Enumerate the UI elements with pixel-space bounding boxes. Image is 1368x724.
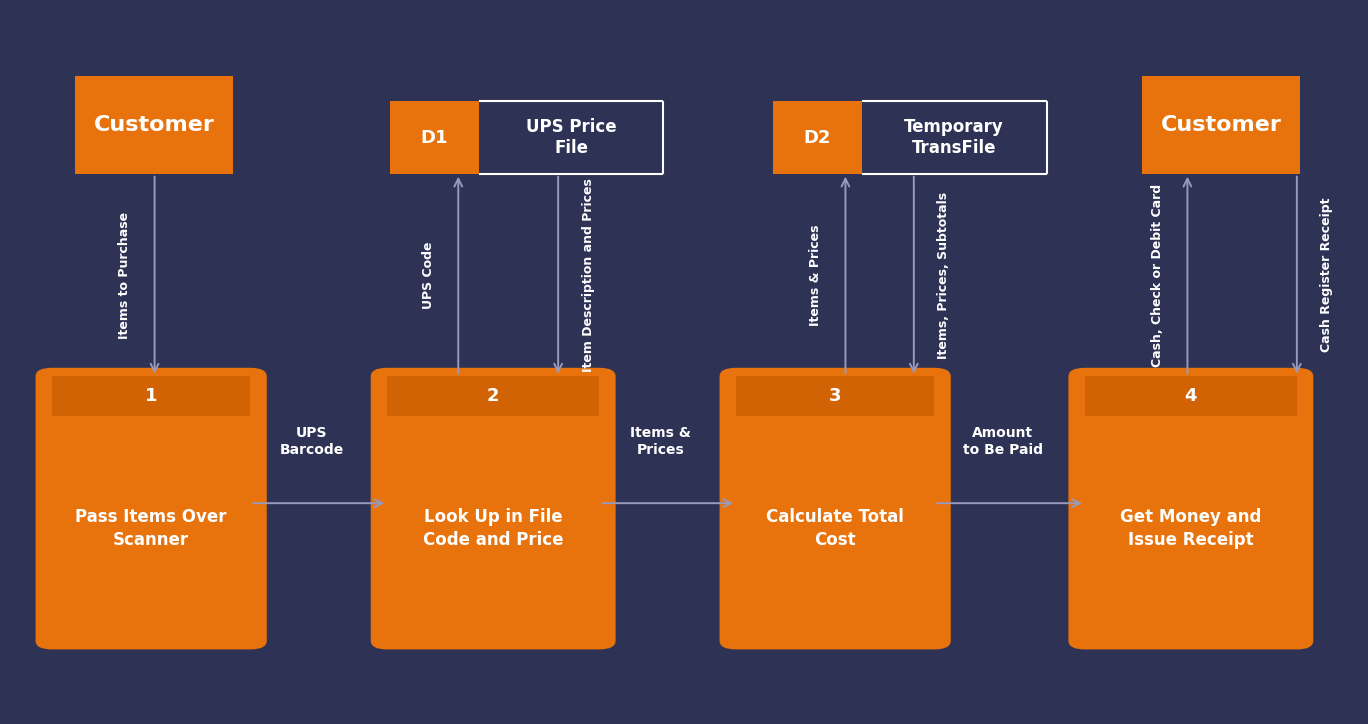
Text: Item Description and Prices: Item Description and Prices [581,178,595,372]
FancyBboxPatch shape [720,368,951,649]
Text: UPS Code: UPS Code [421,241,435,309]
Text: 3: 3 [829,387,841,405]
Text: Amount
to Be Paid: Amount to Be Paid [963,426,1042,458]
Text: 4: 4 [1185,387,1197,405]
Text: D2: D2 [803,129,832,146]
Text: Look Up in File
Code and Price: Look Up in File Code and Price [423,508,564,550]
FancyBboxPatch shape [1085,376,1297,416]
Text: Items & Prices: Items & Prices [808,224,822,326]
FancyBboxPatch shape [736,376,934,416]
FancyBboxPatch shape [36,368,267,649]
Text: Items &
Prices: Items & Prices [631,426,691,458]
Text: Pass Items Over
Scanner: Pass Items Over Scanner [75,508,227,550]
FancyBboxPatch shape [1068,368,1313,649]
FancyBboxPatch shape [1142,76,1300,174]
FancyBboxPatch shape [773,101,862,174]
FancyBboxPatch shape [390,101,479,174]
Text: Cash, Check or Debit Card: Cash, Check or Debit Card [1150,184,1164,366]
Text: Calculate Total
Cost: Calculate Total Cost [766,508,904,550]
Text: Temporary
TransFile: Temporary TransFile [904,118,1004,157]
FancyBboxPatch shape [371,368,616,649]
Text: D1: D1 [420,129,449,146]
Text: Customer: Customer [93,115,215,135]
Text: Customer: Customer [1160,115,1282,135]
Text: Items, Prices, Subtotals: Items, Prices, Subtotals [937,192,951,358]
FancyBboxPatch shape [75,76,233,174]
Text: 1: 1 [145,387,157,405]
Text: Cash Register Receipt: Cash Register Receipt [1320,198,1334,353]
Text: Get Money and
Issue Receipt: Get Money and Issue Receipt [1120,508,1261,550]
Text: UPS
Barcode: UPS Barcode [280,426,343,458]
FancyBboxPatch shape [52,376,250,416]
Text: 2: 2 [487,387,499,405]
Text: Items to Purchase: Items to Purchase [118,211,131,339]
FancyBboxPatch shape [387,376,599,416]
Text: UPS Price
File: UPS Price File [525,118,617,157]
